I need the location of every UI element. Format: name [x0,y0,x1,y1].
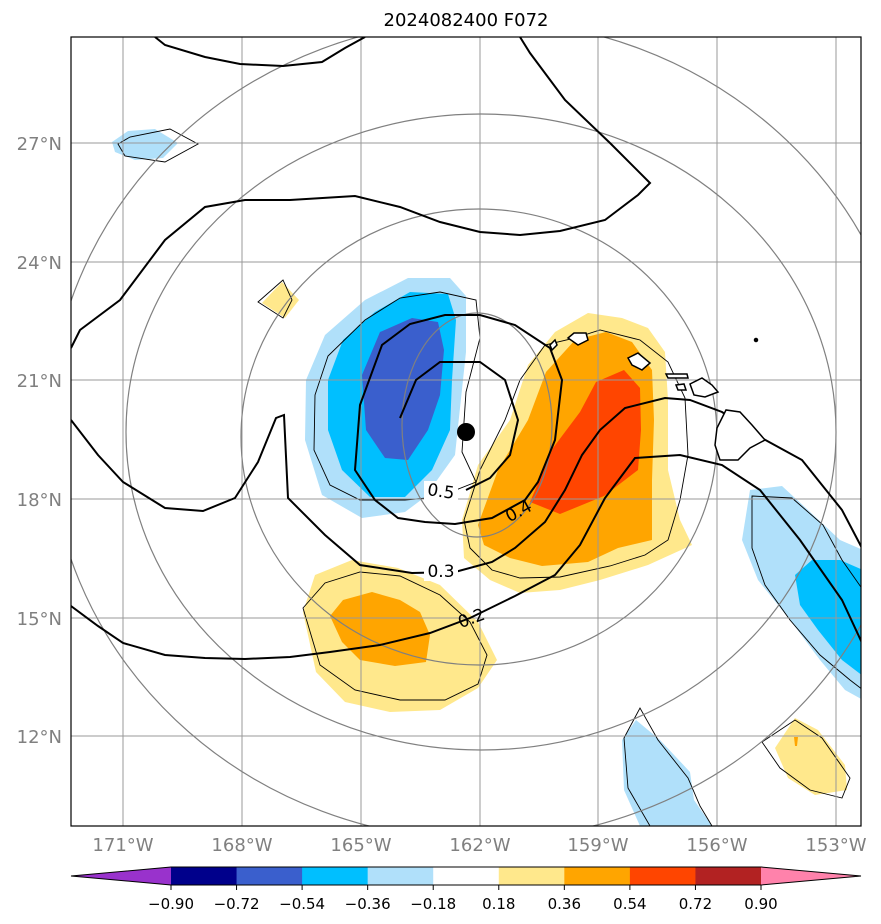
lat-label: 21°N [17,371,62,392]
thin-contours [117,128,861,826]
contour-labels: 0.5 0.4 0.3 0.2 [424,480,536,633]
colorbar-segment [367,867,434,885]
lon-label: 153°W [805,835,866,856]
lon-label: 159°W [567,835,628,856]
lon-label: 168°W [211,835,272,856]
colorbar-tick-label: −0.36 [345,895,391,913]
lon-labels: 171°W 168°W 165°W 162°W 159°W 156°W 153°… [92,835,866,856]
thick-contours [71,37,861,661]
lat-label: 12°N [17,727,62,748]
anomaly-cyan [795,560,861,675]
colorbar-tick-label: −0.72 [214,895,260,913]
colorbar-tick-label: 0.54 [613,895,646,913]
colorbar-tick-label: −0.90 [148,895,194,913]
lat-labels: 27°N 24°N 21°N 18°N 15°N 12°N [17,134,62,748]
colorbar-tick-label: −0.54 [279,895,325,913]
map-frame [70,36,862,827]
anomaly-light-yellow [775,718,847,795]
coastline [549,332,767,461]
colorbar-segment [695,867,762,885]
lon-label: 156°W [686,835,747,856]
colorbar-tick-label: 0.72 [679,895,712,913]
contour-label: 0.5 [426,480,456,504]
storm-center-marker [457,423,475,441]
map-title: 2024082400 F072 [384,10,549,31]
anomaly-light-blue [622,720,712,826]
lat-label: 18°N [17,490,62,511]
colorbar-segment [629,867,696,885]
anomaly-red-orange [530,370,641,514]
colorbar-tick-label: −0.18 [410,895,456,913]
lat-label: 24°N [17,253,62,274]
colorbar-segment [171,867,238,885]
colorbar-tick-label: 0.18 [482,895,515,913]
lon-label: 171°W [92,835,153,856]
map-area: 0.5 0.4 0.3 0.2 [71,37,861,826]
lat-label: 27°N [17,134,62,155]
anomaly-blue [362,318,444,460]
colorbar-extend-low [71,867,171,885]
colorbar-segment [564,867,631,885]
colorbar-tick-label: 0.36 [548,895,581,913]
anomaly-orange [794,737,798,746]
colorbar-segment [302,867,369,885]
lon-label: 162°W [449,835,510,856]
contour-label: 0.3 [427,562,454,582]
anomaly-light-yellow [262,282,299,318]
anomaly-light-blue [112,129,178,160]
colorbar-segment [498,867,565,885]
lat-label: 15°N [17,609,62,630]
colorbar-extend-high [761,867,861,885]
colorbar-tick-label: 0.90 [744,895,777,913]
filled-anomalies [112,129,861,826]
colorbar-segment [236,867,303,885]
colorbar-segment [433,867,500,885]
colorbar: −0.90 −0.72 −0.54 −0.36 −0.18 0.18 0.36 0.54 0.7… [70,866,862,913]
lon-label: 165°W [330,835,391,856]
